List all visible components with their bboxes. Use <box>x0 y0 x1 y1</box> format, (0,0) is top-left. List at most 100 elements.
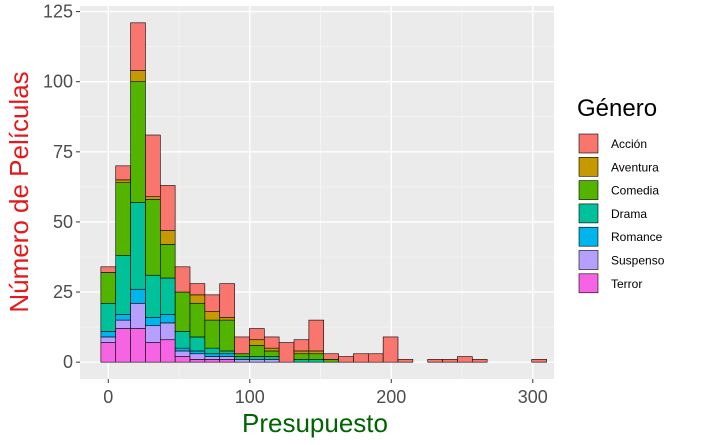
bar-segment-romance <box>145 317 161 327</box>
bar-segment-drama <box>308 359 325 363</box>
bar-segment-suspenso <box>204 356 221 360</box>
legend-label: Suspenso <box>611 254 665 268</box>
bar-segment-comedia <box>293 353 310 360</box>
bar-segment-comedia <box>308 353 325 360</box>
bar-segment-suspenso <box>159 322 176 341</box>
bar-segment-comedia <box>159 244 176 279</box>
bar-segment-terror <box>159 339 176 363</box>
bar-segment-drama <box>293 359 310 363</box>
bar-segment-acción <box>145 134 161 198</box>
bar-segment-acción <box>130 22 146 71</box>
legend-key-drama <box>578 203 599 224</box>
x-tick-label: 100 <box>235 387 265 407</box>
legend-key-comedia <box>578 180 599 200</box>
bar-segment-terror <box>115 328 131 363</box>
bar-segment-comedia <box>323 359 339 363</box>
bar-segment-suspenso <box>249 359 265 363</box>
bar-segment-drama <box>249 356 265 360</box>
bar-segment-acción <box>442 359 458 363</box>
legend-label: Acción <box>611 137 647 151</box>
bar-segment-drama <box>204 347 221 355</box>
bar-segment-terror <box>145 342 161 363</box>
y-tick-label: 100 <box>43 72 73 92</box>
bar-segment-romance <box>219 353 235 357</box>
bar-segment-suspenso <box>145 325 161 343</box>
bar-segment-suspenso <box>263 359 280 363</box>
bar-segment-acción <box>249 328 265 341</box>
legend-key-aventura <box>578 157 599 177</box>
bar-segment-acción <box>159 185 176 231</box>
bar-segment-aventura <box>204 311 221 321</box>
bar-segment-aventura <box>145 196 161 200</box>
y-axis-title: Número de Películas <box>4 71 34 312</box>
bar-segment-suspenso <box>174 350 191 357</box>
legend-label: Aventura <box>611 160 659 174</box>
bar-segment-drama <box>234 356 250 360</box>
bar-segment-terror <box>130 328 146 363</box>
bar-segment-acción <box>397 359 414 363</box>
bar-segment-comedia <box>263 350 280 357</box>
legend-label: Comedia <box>611 184 659 198</box>
bar-segment-terror <box>204 359 221 363</box>
bar-segment-aventura <box>219 317 235 321</box>
bar-segment-acción <box>457 356 473 363</box>
axis-ticks: 0 100 200 300 0 25 50 75 100 125 <box>43 2 548 407</box>
bar-segment-acción <box>204 294 221 312</box>
bar-segment-acción <box>293 339 310 352</box>
bar-segment-romance <box>100 331 117 338</box>
bar-segment-romance <box>159 314 176 324</box>
legend-label: Terror <box>611 277 642 291</box>
bar-segment-acción <box>531 359 547 363</box>
bar-segment-drama <box>263 356 280 360</box>
bar-segment-drama <box>100 302 117 332</box>
bar-segment-aventura <box>249 339 265 346</box>
bar-segment-drama <box>219 350 235 355</box>
bar-segment-romance <box>204 353 221 357</box>
legend-key-acción <box>578 133 599 154</box>
bar-segment-acción <box>174 266 191 293</box>
bar-segment-drama <box>174 331 191 349</box>
bar-segment-suspenso <box>115 319 131 329</box>
bar-segment-acción <box>189 283 206 296</box>
grid-lines <box>80 6 554 379</box>
bar-segment-acción <box>100 266 117 273</box>
bar-segment-suspenso <box>130 302 146 329</box>
legend-key-suspenso <box>578 250 599 270</box>
y-tick-label: 50 <box>53 212 73 232</box>
bar-segment-drama <box>189 336 206 352</box>
legend-items: Acción Aventura Comedia Drama Romance Suspens… <box>578 133 665 294</box>
bar-segment-drama <box>115 255 131 315</box>
bar-segment-acción <box>323 353 339 360</box>
bar-segment-acción <box>367 353 384 363</box>
bar-segment-romance <box>189 350 206 355</box>
bar-segment-aventura <box>130 70 146 83</box>
bar-segment-acción <box>234 336 250 355</box>
bar-segment-acción <box>338 356 354 363</box>
bar-segment-terror <box>100 342 117 363</box>
bar-segment-comedia <box>174 291 191 332</box>
bar-segment-aventura <box>189 294 206 304</box>
bar-segment-suspenso <box>100 336 117 343</box>
bar-segment-acción <box>115 165 131 181</box>
bar-segment-romance <box>115 314 131 321</box>
bar-segment-acción <box>219 283 235 318</box>
bar-segment-terror <box>174 356 191 363</box>
bar-segment-acción <box>263 336 280 349</box>
legend-label: Romance <box>611 230 663 244</box>
bar-segment-acción <box>308 319 325 352</box>
y-tick-label: 75 <box>53 142 73 162</box>
bar-segment-suspenso <box>219 356 235 360</box>
bar-segment-comedia <box>219 319 235 352</box>
legend-key-terror <box>578 273 599 294</box>
bar-segment-acción <box>353 353 369 363</box>
bar-segment-comedia <box>204 319 221 349</box>
bar-segment-romance <box>174 347 191 352</box>
bar-segment-comedia <box>130 81 146 203</box>
bar-segment-drama <box>130 202 146 290</box>
bar-segment-suspenso <box>234 359 250 363</box>
x-axis-title: Presupuesto <box>242 408 388 438</box>
bar-segment-acción <box>471 359 488 363</box>
bar-segment-comedia <box>189 302 206 338</box>
x-tick-label: 0 <box>103 387 113 407</box>
legend: Género Acción Aventura Comedia Drama Romance… <box>577 95 665 294</box>
